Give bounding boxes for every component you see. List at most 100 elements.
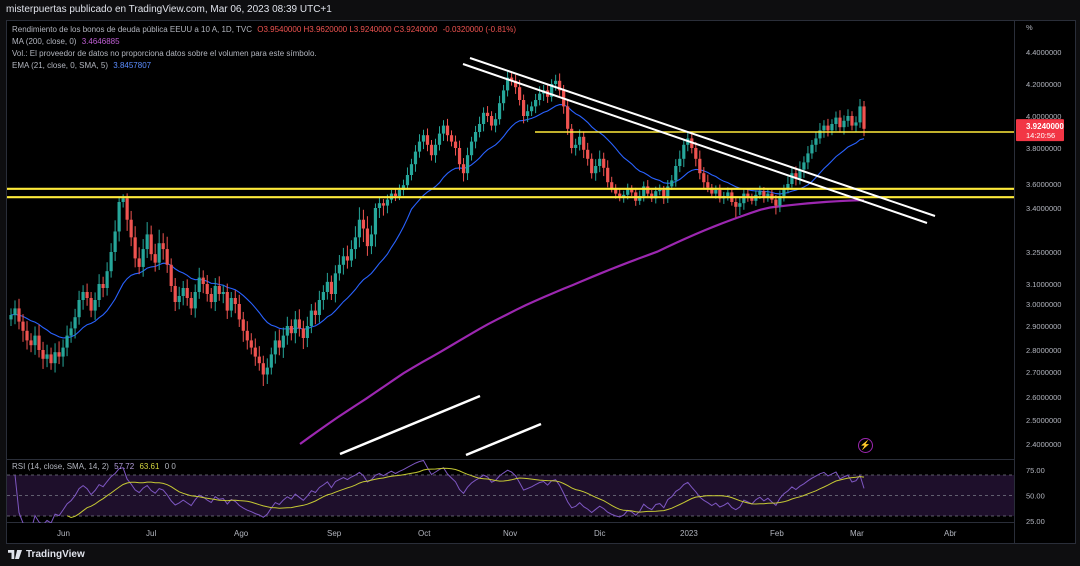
- candle-body: [137, 258, 141, 267]
- candle-body: [574, 144, 578, 148]
- candle-body: [718, 190, 722, 199]
- candle-body: [586, 149, 590, 159]
- candle-body: [838, 117, 842, 128]
- candle-body: [237, 304, 241, 320]
- candle-body: [49, 354, 53, 364]
- x-tick-label: Nov: [503, 529, 517, 538]
- candle-body: [129, 219, 133, 238]
- candle-body: [153, 254, 157, 263]
- candle-body: [526, 111, 530, 116]
- y-tick-label: 3.4000000: [1026, 204, 1061, 213]
- candle-body: [197, 277, 201, 292]
- candle-body: [566, 106, 570, 129]
- candle-body: [814, 138, 818, 145]
- candle-body: [582, 136, 586, 150]
- ma200-path: [299, 199, 865, 445]
- candle-body: [626, 188, 630, 195]
- y-tick-label: 2.6000000: [1026, 393, 1061, 402]
- rsi-tick-label: 50.00: [1026, 492, 1045, 501]
- ma-value: 3.4646885: [81, 37, 120, 46]
- rsi-band-fill: [7, 475, 1014, 516]
- candle-body: [373, 208, 378, 235]
- candle-body: [309, 310, 313, 326]
- trend-line-lower: [462, 63, 928, 224]
- candle-body: [505, 77, 510, 91]
- candle-body: [465, 155, 470, 174]
- candle-body: [293, 319, 297, 334]
- candle-body: [734, 202, 738, 207]
- candle-body: [449, 135, 454, 142]
- candle-body: [670, 180, 674, 187]
- candle-body: [714, 190, 718, 194]
- candle-body: [189, 298, 193, 309]
- x-tick-label: Sep: [327, 529, 342, 538]
- tradingview-logo[interactable]: TradingView: [8, 549, 85, 560]
- candle-body: [854, 122, 858, 126]
- candle-body: [125, 198, 129, 220]
- candle-body: [13, 308, 17, 315]
- candle-body: [674, 166, 678, 181]
- candle-body: [802, 162, 806, 170]
- candle-body: [325, 281, 329, 292]
- candle-body: [245, 330, 249, 341]
- candle-body: [858, 106, 862, 123]
- candle-body: [381, 203, 386, 206]
- price-badge-countdown: 14:20:56: [1026, 131, 1055, 140]
- rsi-axis: 75.00 50.00 25.00: [1026, 466, 1045, 526]
- candle-body: [550, 84, 554, 97]
- candle-body: [353, 237, 358, 250]
- candle-body: [834, 117, 838, 124]
- candle-body: [233, 298, 237, 304]
- candle-body: [361, 219, 366, 229]
- candle-body: [642, 186, 646, 196]
- candle-body: [81, 292, 85, 300]
- y-tick-label: 3.0000000: [1026, 300, 1061, 309]
- candle-body: [429, 144, 434, 156]
- lightning-icon[interactable]: ⚡: [858, 438, 873, 453]
- support-resistance-lines[interactable]: [7, 131, 1014, 199]
- rsi-line: [14, 460, 865, 523]
- candle-body: [273, 340, 277, 355]
- candle-body: [329, 281, 333, 294]
- candle-body: [261, 363, 265, 375]
- candle-body: [477, 124, 482, 132]
- candle-body: [29, 340, 33, 346]
- trend-segment-2: [465, 422, 542, 457]
- candle-body: [517, 87, 522, 100]
- candle-body: [177, 296, 181, 302]
- y-tick-label: 2.4000000: [1026, 440, 1061, 449]
- candle-body: [798, 169, 802, 179]
- candle-body: [269, 354, 273, 368]
- candle-body: [417, 141, 422, 152]
- candle-body: [425, 135, 430, 145]
- candle-body: [598, 158, 602, 166]
- candle-body: [481, 112, 486, 124]
- trend-lines[interactable]: [339, 57, 936, 457]
- candle-body: [497, 103, 502, 120]
- candle-body: [758, 191, 762, 195]
- footer: TradingView: [0, 544, 1080, 566]
- candle-body: [437, 133, 442, 145]
- rsi-ma-value: 63.61: [139, 462, 160, 471]
- vol-label: Vol.: El proveedor de datos no proporcio…: [12, 49, 317, 58]
- y-tick-label: 2.7000000: [1026, 368, 1061, 377]
- candle-body: [385, 199, 390, 206]
- candle-body: [185, 288, 189, 298]
- candle-body: [850, 116, 854, 126]
- tradingview-mark-icon: [8, 550, 22, 559]
- candle-body: [766, 193, 770, 198]
- candle-body: [413, 151, 418, 165]
- candle-body: [513, 80, 518, 88]
- candle-body: [578, 136, 582, 145]
- candle-body: [558, 80, 562, 91]
- candle-body: [181, 288, 185, 296]
- candle-body: [229, 298, 233, 311]
- ema21-path: [10, 104, 865, 339]
- candle-body: [257, 356, 261, 364]
- candle-body: [165, 249, 169, 265]
- candle-body: [349, 249, 353, 261]
- candle-body: [121, 198, 125, 202]
- candle-body: [790, 173, 794, 184]
- ema21-line: [10, 104, 865, 339]
